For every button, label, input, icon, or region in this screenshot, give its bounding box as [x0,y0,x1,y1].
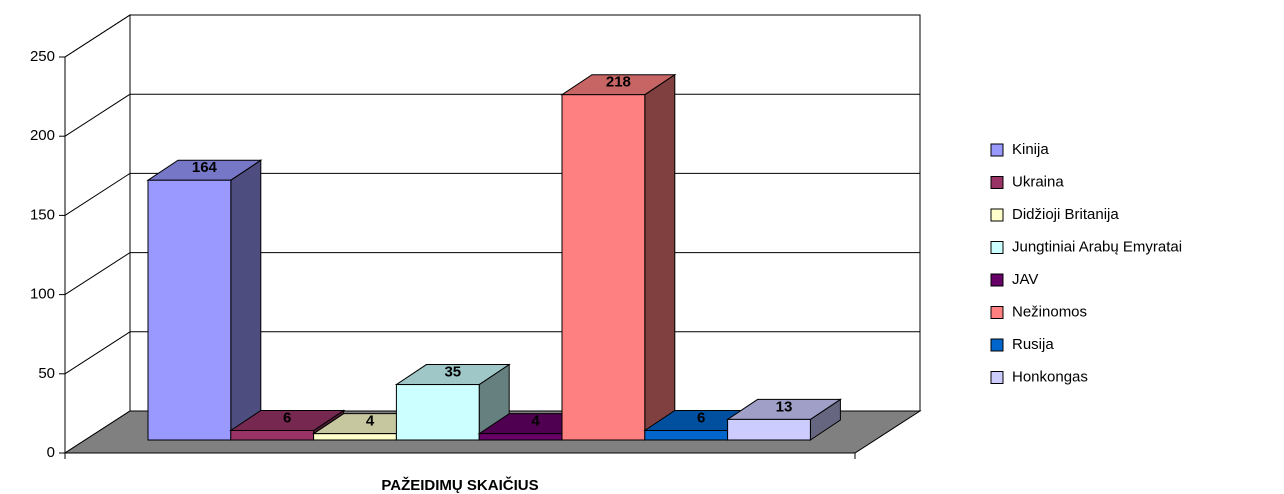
data-label: 6 [697,409,705,426]
bar [147,179,232,441]
legend-swatch [990,371,1004,384]
bar-side [644,73,676,441]
y-tick-label: 200 [30,127,55,144]
legend-swatch [990,273,1004,287]
y-tick-label: 150 [30,206,55,223]
legend-swatch [990,241,1004,254]
legend-swatch [990,338,1004,352]
legend-label: Didžioji Britanija [1012,206,1119,223]
data-label: 4 [366,413,375,430]
data-label: 164 [192,159,218,176]
data-label: 4 [531,413,540,430]
data-label: 35 [444,364,461,381]
y-tick-label: 0 [47,444,55,461]
data-label: 6 [283,409,291,426]
bar [561,94,646,441]
bar [313,433,397,441]
bar [230,429,315,441]
legend-swatch [990,143,1004,157]
data-label: 218 [606,74,631,91]
legend-label: Kinija [1012,141,1049,158]
legend-swatch [990,208,1004,222]
side-wall [64,14,131,454]
grid-line [64,14,920,58]
legend-swatch [990,306,1004,319]
legend-swatch [990,176,1004,189]
bar [727,418,811,441]
legend-label: Rusija [1012,336,1054,353]
bar [395,384,480,441]
x-axis-label: PAŽEIDIMŲ SKAIČIUS [381,476,538,494]
legend-label: JAV [1012,271,1038,288]
y-tick-label: 250 [30,48,55,65]
bar [478,433,563,441]
legend-label: Jungtiniai Arabų Emyratai [1012,238,1182,255]
legend-label: Nežinomos [1012,303,1087,320]
y-tick-label: 50 [38,365,55,382]
y-tick-label: 100 [30,286,55,303]
data-label: 13 [776,398,793,415]
legend-label: Ukraina [1012,173,1064,190]
legend-label: Honkongas [1012,368,1088,385]
bar [644,429,729,441]
bar-side [230,159,262,441]
